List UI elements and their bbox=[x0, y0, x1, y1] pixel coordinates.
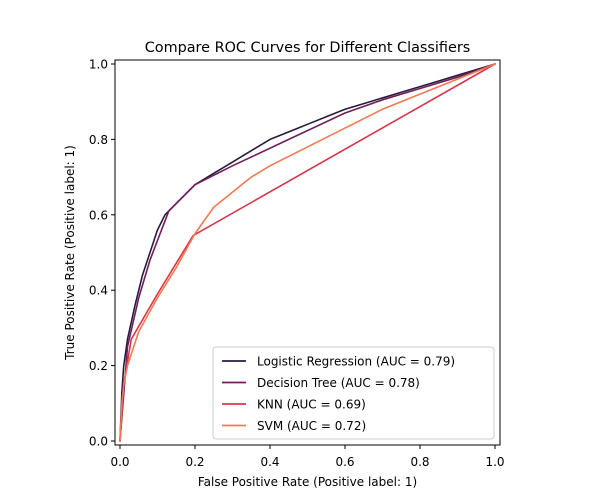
x-tick-label: 0.0 bbox=[110, 455, 129, 469]
x-axis-label: False Positive Rate (Positive label: 1) bbox=[198, 475, 417, 489]
series-line-4 bbox=[119, 63, 496, 442]
series-layer bbox=[119, 63, 496, 442]
y-tick-label: 0.4 bbox=[89, 284, 108, 298]
legend-label: Logistic Regression (AUC = 0.79) bbox=[257, 355, 455, 369]
x-tick-label: 1.0 bbox=[485, 455, 504, 469]
y-tick-label: 0.2 bbox=[89, 359, 108, 373]
legend-label: Decision Tree (AUC = 0.78) bbox=[257, 376, 420, 390]
series-line-1 bbox=[119, 63, 496, 442]
y-tick-label: 1.0 bbox=[89, 58, 108, 72]
legend-label: SVM (AUC = 0.72) bbox=[257, 419, 366, 433]
y-axis-ticks: 0.0 0.2 0.4 0.6 0.8 1.0 bbox=[89, 58, 115, 449]
chart-title: Compare ROC Curves for Different Classif… bbox=[145, 40, 471, 56]
x-axis-ticks: 0.0 0.2 0.4 0.6 0.8 1.0 bbox=[110, 445, 505, 469]
x-tick-label: 0.4 bbox=[260, 455, 279, 469]
x-tick-label: 0.8 bbox=[410, 455, 429, 469]
y-tick-label: 0.0 bbox=[89, 435, 108, 449]
legend-entries: Logistic Regression (AUC = 0.79) Decision… bbox=[222, 355, 455, 433]
x-tick-label: 0.2 bbox=[185, 455, 204, 469]
y-axis-label: True Positive Rate (Positive label: 1) bbox=[63, 145, 77, 361]
legend: Logistic Regression (AUC = 0.79) Decision… bbox=[212, 346, 495, 440]
legend-box bbox=[212, 346, 495, 440]
series-line-2 bbox=[119, 63, 496, 442]
plot-frame bbox=[114, 59, 501, 446]
y-tick-label: 0.6 bbox=[89, 208, 108, 222]
y-tick-label: 0.8 bbox=[89, 133, 108, 147]
x-tick-label: 0.6 bbox=[335, 455, 354, 469]
legend-label: KNN (AUC = 0.69) bbox=[257, 398, 366, 412]
